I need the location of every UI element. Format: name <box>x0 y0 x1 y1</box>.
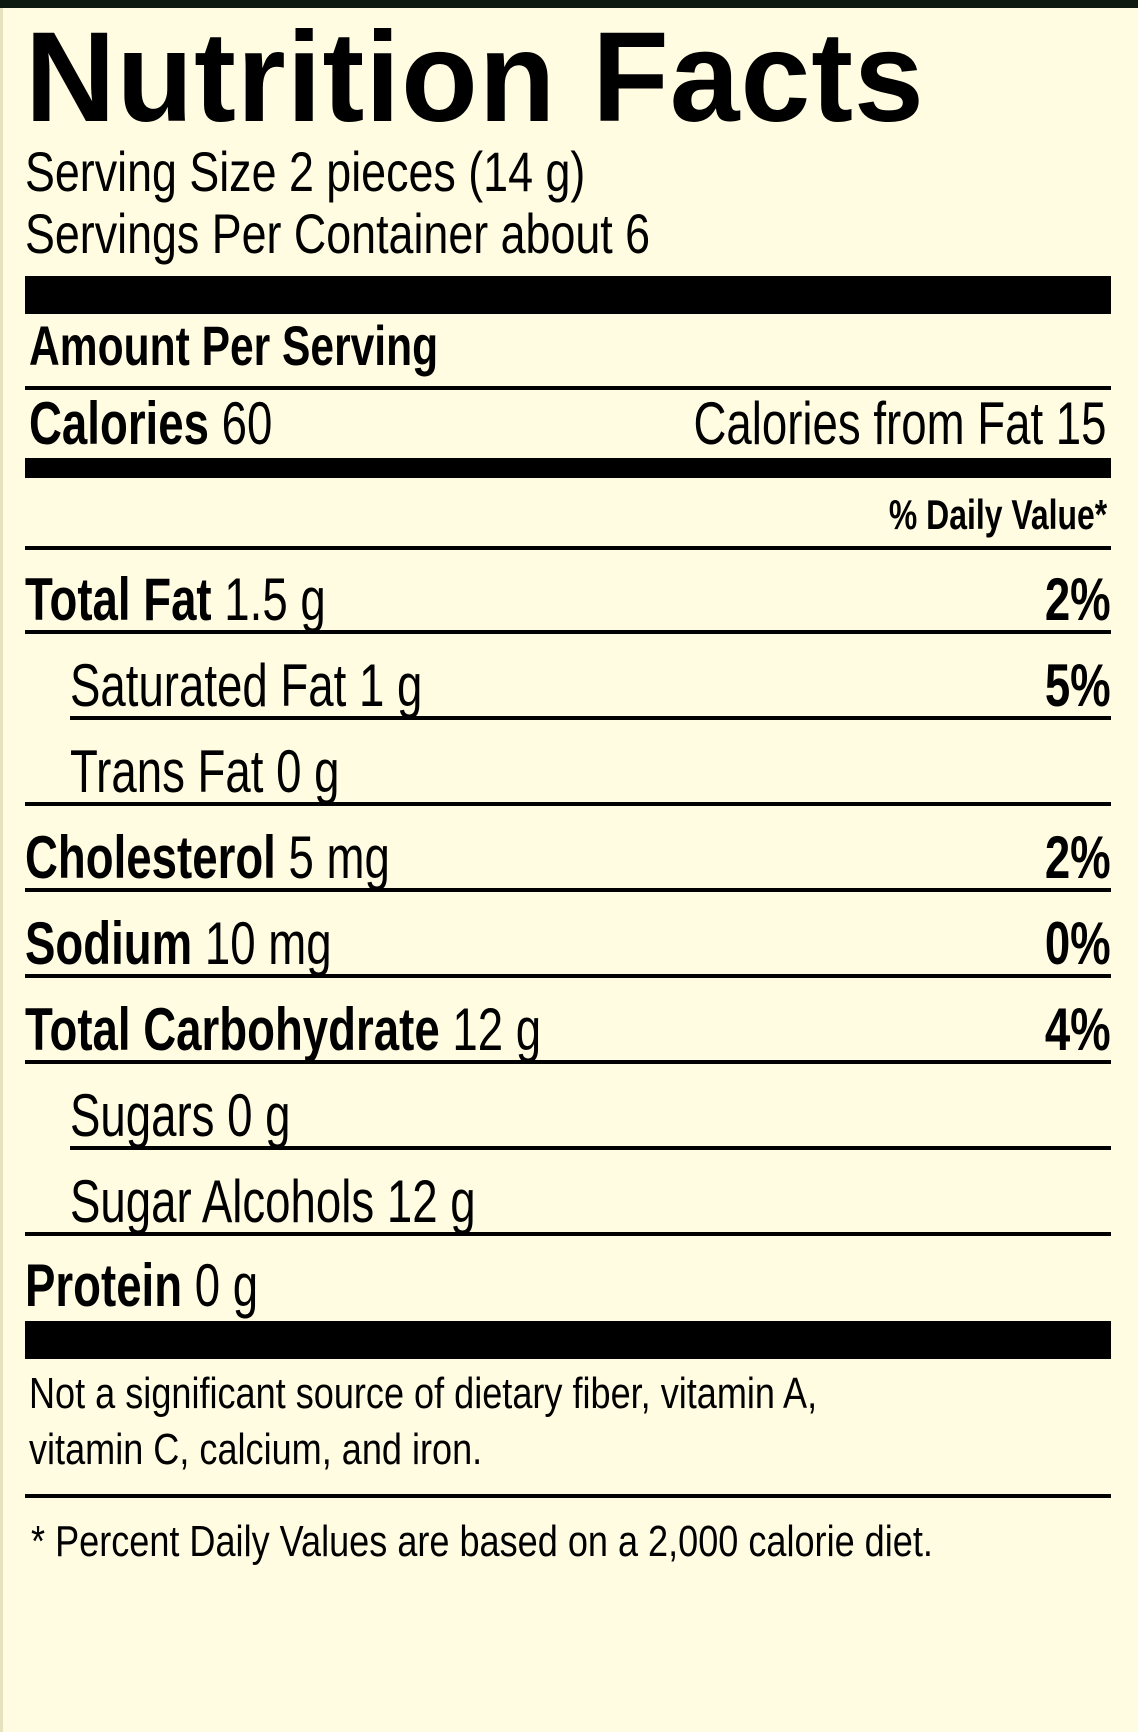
nutrient-row-total-carbohydrate: Total Carbohydrate 12 g <box>25 996 542 1063</box>
nutrient-row-sodium: Sodium 10 mg <box>25 910 332 977</box>
nutrient-row-saturated-fat: Saturated Fat 1 g <box>70 652 423 719</box>
nutrient-row-sugar-alcohols: Sugar Alcohols 12 g <box>70 1168 476 1235</box>
divider <box>70 716 1111 720</box>
left-edge <box>0 8 3 1732</box>
footnote: * Percent Daily Values are based on a 2,… <box>31 1517 933 1566</box>
top-border <box>0 0 1138 8</box>
thick-divider <box>25 276 1111 314</box>
label-title: Nutrition Facts <box>25 6 925 149</box>
not-significant-line-1: Not a significant source of dietary fibe… <box>29 1369 818 1418</box>
calories-value: 60 <box>221 390 273 457</box>
calories-row: Calories 60 <box>29 394 349 454</box>
divider <box>25 1060 1111 1064</box>
divider <box>25 1232 1111 1236</box>
nutrient-row-total-fat: Total Fat 1.5 g <box>25 566 326 633</box>
serving-size: Serving Size 2 pieces (14 g) <box>25 140 586 203</box>
divider <box>25 888 1111 892</box>
divider <box>25 546 1111 550</box>
divider <box>25 386 1111 390</box>
daily-value-header: % Daily Value* <box>888 491 1107 538</box>
nutrient-row-sugars: Sugars 0 g <box>70 1082 291 1149</box>
divider <box>25 630 1111 634</box>
thick-divider <box>25 1321 1111 1359</box>
nutrient-row-cholesterol: Cholesterol 5 mg <box>25 824 390 891</box>
amount-per-serving: Amount Per Serving <box>29 314 439 377</box>
nutrient-row-trans-fat: Trans Fat 0 g <box>70 738 340 805</box>
divider <box>25 802 1111 806</box>
dv-sodium: 0% <box>1045 910 1111 977</box>
divider <box>25 1494 1111 1498</box>
calories-label: Calories <box>29 390 209 457</box>
calories-from-fat: Calories from Fat 15 <box>693 390 1107 457</box>
dv-cholesterol: 2% <box>1045 824 1111 891</box>
divider <box>25 974 1111 978</box>
medium-divider <box>25 458 1111 478</box>
not-significant-line-2: vitamin C, calcium, and iron. <box>29 1425 483 1474</box>
dv-total-fat: 2% <box>1045 566 1111 633</box>
divider <box>70 1146 1111 1150</box>
dv-saturated-fat: 5% <box>1045 652 1111 719</box>
servings-per-container: Servings Per Container about 6 <box>25 202 651 265</box>
nutrient-row-protein: Protein 0 g <box>25 1252 259 1319</box>
dv-total-carbohydrate: 4% <box>1045 996 1111 1063</box>
